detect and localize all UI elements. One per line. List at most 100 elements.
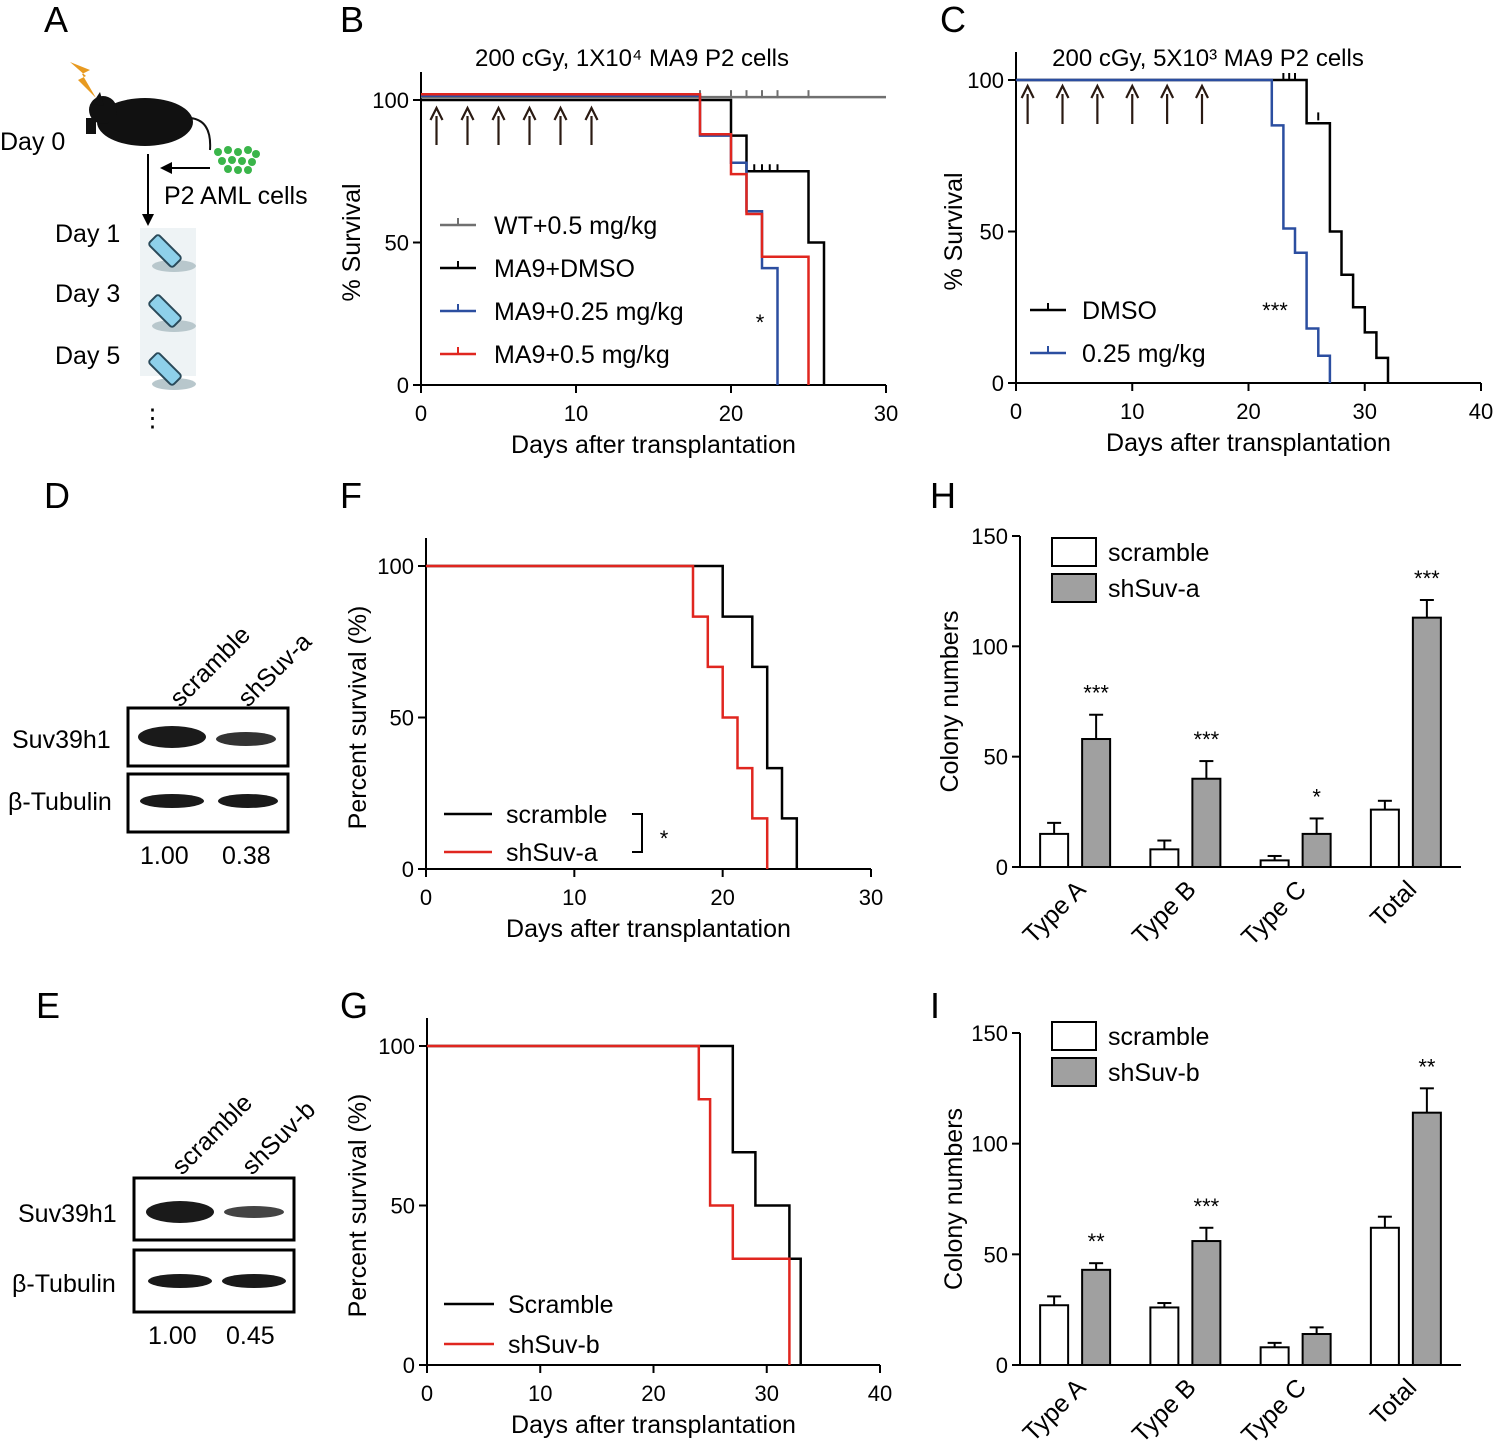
panel-label-c: C bbox=[940, 0, 966, 40]
x-tick-label: 0 bbox=[420, 885, 432, 910]
y-axis-label: Colony numbers bbox=[936, 610, 964, 792]
y-axis-label: Percent survival (%) bbox=[344, 1094, 372, 1318]
survival-chart-f: 0 10 20 30 0 50 100 Days after transplantation P… bbox=[344, 538, 883, 943]
bar-scramble bbox=[1149, 848, 1180, 869]
legend-label: MA9+0.25 mg/kg bbox=[494, 298, 684, 326]
x-tick-label: 20 bbox=[710, 885, 734, 910]
category-label: Type A bbox=[1018, 875, 1092, 949]
y-tick-label: 50 bbox=[391, 1194, 415, 1219]
y-axis-label: % Survival bbox=[338, 183, 366, 301]
panel-label-i: I bbox=[930, 985, 940, 1026]
bar-shsuv-a bbox=[1081, 738, 1112, 868]
blot-band bbox=[148, 1274, 212, 1288]
blot-band bbox=[146, 1201, 214, 1223]
y-tick-label: 150 bbox=[971, 524, 1008, 549]
legend-label: shSuv-a bbox=[1108, 575, 1200, 603]
syringe-icon bbox=[148, 352, 196, 390]
colony-bar-chart-h: 0 50 100 150 Colony numbers *** Type A *** Type … bbox=[936, 524, 1461, 951]
significance-marker: * bbox=[660, 826, 669, 851]
dose-arrow-head bbox=[584, 105, 599, 121]
blot-row-label: β-Tubulin bbox=[8, 788, 112, 816]
x-axis-label: Days after transplantation bbox=[511, 431, 796, 459]
category-label: Type C bbox=[1236, 875, 1312, 951]
bar-scramble bbox=[1039, 1304, 1070, 1366]
survival-chart-c: 0 10 20 30 40 0 50 100 Days after transplantatio… bbox=[940, 45, 1493, 457]
day0-label: Day 0 bbox=[0, 128, 65, 156]
x-axis-label: Days after transplantation bbox=[511, 1411, 796, 1439]
dose-arrow-head bbox=[429, 105, 444, 121]
panel-label-h: H bbox=[930, 475, 956, 516]
y-tick-label: 100 bbox=[378, 1034, 415, 1059]
x-tick-label: 40 bbox=[868, 1381, 892, 1406]
blot-row-label: Suv39h1 bbox=[12, 726, 111, 754]
chart-title: 200 cGy, 5X10³ MA9 P2 cells bbox=[1052, 45, 1364, 72]
significance-marker: * bbox=[1312, 784, 1321, 809]
bar-scramble bbox=[1259, 1346, 1290, 1367]
x-axis-label: Days after transplantation bbox=[1106, 429, 1391, 457]
survival-curve-ma9-0-5-mg-kg bbox=[421, 93, 810, 385]
bar-shsuv-a bbox=[1411, 616, 1442, 868]
category-label: Type A bbox=[1018, 1373, 1092, 1447]
bar-shsuv-b bbox=[1301, 1333, 1332, 1366]
y-tick-label: 0 bbox=[403, 1353, 415, 1378]
x-tick-label: 0 bbox=[415, 401, 427, 426]
category-label: Type B bbox=[1127, 1373, 1202, 1448]
bar-scramble bbox=[1369, 1226, 1400, 1366]
x-tick-label: 30 bbox=[859, 885, 883, 910]
legend-label: WT+0.5 mg/kg bbox=[494, 212, 657, 240]
x-tick-label: 20 bbox=[1236, 399, 1260, 424]
dose-arrow-head bbox=[1125, 83, 1140, 99]
survival-chart-b: 0 10 20 30 0 50 100 Days after transplantation%… bbox=[338, 45, 898, 459]
bar-shsuv-a bbox=[1191, 777, 1222, 869]
x-tick-label: 0 bbox=[1010, 399, 1022, 424]
survival-curve-shsuv-a bbox=[426, 564, 769, 869]
legend-label: shSuv-b bbox=[1108, 1059, 1200, 1087]
radiation-bolt-icon bbox=[70, 62, 96, 98]
panel-label-d: D bbox=[44, 475, 70, 516]
y-tick-label: 0 bbox=[996, 855, 1008, 880]
syringe-icon bbox=[148, 234, 196, 272]
y-tick-label: 0 bbox=[402, 857, 414, 882]
significance-marker: *** bbox=[1083, 681, 1109, 706]
category-label: Type C bbox=[1236, 1373, 1312, 1448]
dose-arrow-head bbox=[522, 105, 537, 121]
survival-curve-shsuv-b bbox=[427, 1044, 791, 1365]
y-tick-label: 100 bbox=[971, 634, 1008, 659]
y-axis-label: % Survival bbox=[940, 172, 968, 290]
dose-arrow-head bbox=[460, 105, 475, 121]
panel-label-b: B bbox=[340, 0, 364, 40]
survival-chart-g: 0 10 20 30 40 0 50 100 Days after transplantatio… bbox=[344, 1018, 892, 1439]
bar-scramble bbox=[1039, 832, 1070, 869]
blot-band bbox=[216, 732, 276, 746]
blot-band bbox=[140, 794, 204, 808]
survival-curve-scramble bbox=[427, 1044, 802, 1365]
western-blot-d: scramble shSuv-a Suv39h1 β-Tubulin 1.00 … bbox=[8, 621, 317, 870]
survival-curve-scramble bbox=[426, 564, 799, 869]
x-tick-label: 40 bbox=[1469, 399, 1493, 424]
legend-label: Scramble bbox=[508, 1291, 614, 1319]
bar-scramble bbox=[1259, 859, 1290, 869]
x-tick-label: 10 bbox=[1120, 399, 1144, 424]
y-tick-label: 100 bbox=[377, 554, 414, 579]
category-label: Total bbox=[1365, 1373, 1422, 1430]
y-tick-label: 0 bbox=[992, 371, 1004, 396]
blot-band bbox=[138, 726, 206, 748]
dose-arrow-head bbox=[1195, 83, 1209, 99]
x-tick-label: 0 bbox=[421, 1381, 433, 1406]
blot-quant: 0.45 bbox=[226, 1322, 275, 1350]
bar-shsuv-a bbox=[1301, 832, 1332, 869]
legend-label: DMSO bbox=[1082, 297, 1157, 325]
dose-arrow-head bbox=[491, 105, 506, 121]
y-tick-label: 100 bbox=[967, 68, 1004, 93]
x-tick-label: 30 bbox=[874, 401, 898, 426]
bar-shsuv-b bbox=[1411, 1111, 1442, 1367]
significance-marker: *** bbox=[1194, 1194, 1220, 1219]
blot-row-label: Suv39h1 bbox=[18, 1200, 117, 1228]
legend-label: scramble bbox=[1108, 539, 1209, 567]
y-tick-label: 50 bbox=[984, 745, 1008, 770]
y-tick-label: 50 bbox=[390, 706, 414, 731]
ellipsis: ⋮ bbox=[140, 404, 165, 432]
legend-label: MA9+0.5 mg/kg bbox=[494, 341, 670, 369]
blot-quant: 1.00 bbox=[148, 1322, 197, 1350]
